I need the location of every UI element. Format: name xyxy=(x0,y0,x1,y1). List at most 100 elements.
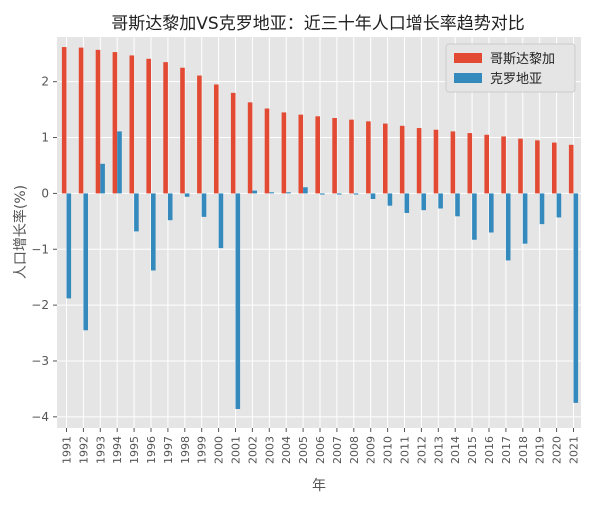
x-tick-label: 2010 xyxy=(382,436,395,464)
bar-series-1-1999 xyxy=(197,75,202,194)
y-tick-label: −4 xyxy=(31,410,49,424)
x-tick-label: 2006 xyxy=(314,436,327,464)
bar-series-1-2006 xyxy=(315,116,320,194)
x-tick-label: 2004 xyxy=(280,436,293,464)
y-tick-label: 0 xyxy=(41,186,49,200)
bar-series-2-1997 xyxy=(167,193,173,221)
y-tick-label: −1 xyxy=(31,242,49,256)
bar-series-2-2004 xyxy=(286,192,291,194)
bar-series-2-2017 xyxy=(505,193,511,261)
bar-series-2-2012 xyxy=(421,193,426,211)
bar-series-1-2012 xyxy=(416,128,422,194)
bar-series-2-2014 xyxy=(455,193,460,217)
bar-series-1-2004 xyxy=(281,112,287,194)
x-tick-label: 2019 xyxy=(534,436,547,464)
x-tick-label: 2008 xyxy=(348,436,361,464)
x-tick-label: 2020 xyxy=(551,436,564,464)
x-axis: 1991 1992 1993 1994 1995 1996 1997 1998 1999 2000… xyxy=(61,428,581,464)
bar-series-2-2009 xyxy=(370,193,376,199)
legend-swatch xyxy=(454,53,482,63)
bar-series-2-1992 xyxy=(83,193,88,331)
bar-series-2-2018 xyxy=(522,193,528,244)
plot-area xyxy=(57,37,581,428)
legend-swatch xyxy=(454,73,482,83)
bar-series-1-2000 xyxy=(214,84,219,194)
bar-series-2-2007 xyxy=(336,193,342,195)
x-tick-label: 1992 xyxy=(77,436,90,464)
x-tick-label: 2001 xyxy=(230,436,243,464)
x-tick-label: 1994 xyxy=(111,436,124,464)
legend-label: 克罗地亚 xyxy=(490,72,542,87)
x-tick-label: 2007 xyxy=(331,436,344,464)
bar-series-1-2007 xyxy=(332,117,337,194)
y-tick-label: 2 xyxy=(41,75,49,89)
y-tick-label: −3 xyxy=(31,354,49,368)
x-tick-label: 1991 xyxy=(61,436,74,464)
x-tick-label: 2003 xyxy=(263,436,276,464)
bar-series-1-2011 xyxy=(399,125,405,194)
bar-series-1-1997 xyxy=(163,62,168,194)
x-tick-label: 2017 xyxy=(500,436,513,464)
bar-series-1-2003 xyxy=(264,108,270,194)
bar-series-2-2005 xyxy=(303,187,308,194)
x-tick-label: 2012 xyxy=(415,436,428,464)
x-tick-label: 2005 xyxy=(297,436,310,464)
x-axis-label: 年 xyxy=(312,478,326,494)
bar-series-2-2006 xyxy=(320,193,325,195)
bar-series-2-1995 xyxy=(134,193,139,232)
bar-series-2-2002 xyxy=(252,190,257,194)
bar-series-1-2001 xyxy=(230,92,236,194)
x-tick-label: 2013 xyxy=(432,436,445,464)
bar-series-2-2008 xyxy=(353,193,359,195)
x-tick-label: 2015 xyxy=(466,436,479,464)
x-tick-label: 1998 xyxy=(179,436,192,464)
bar-series-2-2016 xyxy=(489,193,494,233)
bar-series-1-2002 xyxy=(247,102,253,194)
x-tick-label: 2011 xyxy=(399,436,412,464)
bar-series-2-2013 xyxy=(438,193,443,209)
bar-series-2-2015 xyxy=(472,193,477,240)
x-tick-label: 1997 xyxy=(162,436,175,464)
bar-series-1-2005 xyxy=(298,114,304,194)
bar-series-2-2011 xyxy=(404,193,410,213)
y-axis-label: 人口增长率(%) xyxy=(12,185,29,279)
x-tick-label: 2014 xyxy=(449,436,462,464)
x-tick-label: 2018 xyxy=(517,436,530,464)
bar-series-1-2021 xyxy=(568,144,574,194)
x-tick-label: 1993 xyxy=(94,436,107,464)
bar-series-1-1994 xyxy=(112,52,118,194)
bar-series-2-1996 xyxy=(151,193,156,271)
x-tick-label: 1999 xyxy=(196,436,209,464)
x-tick-label: 1996 xyxy=(145,436,158,464)
bar-series-1-1992 xyxy=(78,47,84,194)
bar-series-1-2017 xyxy=(501,136,506,194)
bar-series-2-2001 xyxy=(235,193,241,410)
x-tick-label: 2002 xyxy=(246,436,259,464)
bar-series-1-2010 xyxy=(383,123,388,194)
bar-series-2-2021 xyxy=(573,193,579,403)
bar-series-1-1996 xyxy=(146,58,151,194)
bar-series-1-2014 xyxy=(450,131,456,194)
y-tick-label: 1 xyxy=(41,131,49,145)
bar-series-1-2015 xyxy=(467,133,473,194)
x-tick-label: 2009 xyxy=(365,436,378,464)
bar-series-2-2010 xyxy=(387,193,393,206)
bar-series-2-2003 xyxy=(269,192,274,194)
bar-series-2-1994 xyxy=(117,131,122,194)
legend-label: 哥斯达黎加 xyxy=(490,52,555,67)
bar-series-2-1993 xyxy=(100,163,105,194)
bars xyxy=(61,47,579,410)
bar-series-1-1991 xyxy=(61,47,67,194)
bar-series-1-1995 xyxy=(129,55,135,194)
bar-series-1-2008 xyxy=(349,119,354,194)
bar-series-2-1998 xyxy=(184,193,190,197)
bar-series-1-2019 xyxy=(535,140,540,194)
bar-series-2-1999 xyxy=(201,193,207,217)
bar-series-2-2019 xyxy=(539,193,545,225)
bar-series-1-2020 xyxy=(552,142,557,194)
x-tick-label: 1995 xyxy=(128,436,141,464)
x-tick-label: 2016 xyxy=(483,436,496,464)
